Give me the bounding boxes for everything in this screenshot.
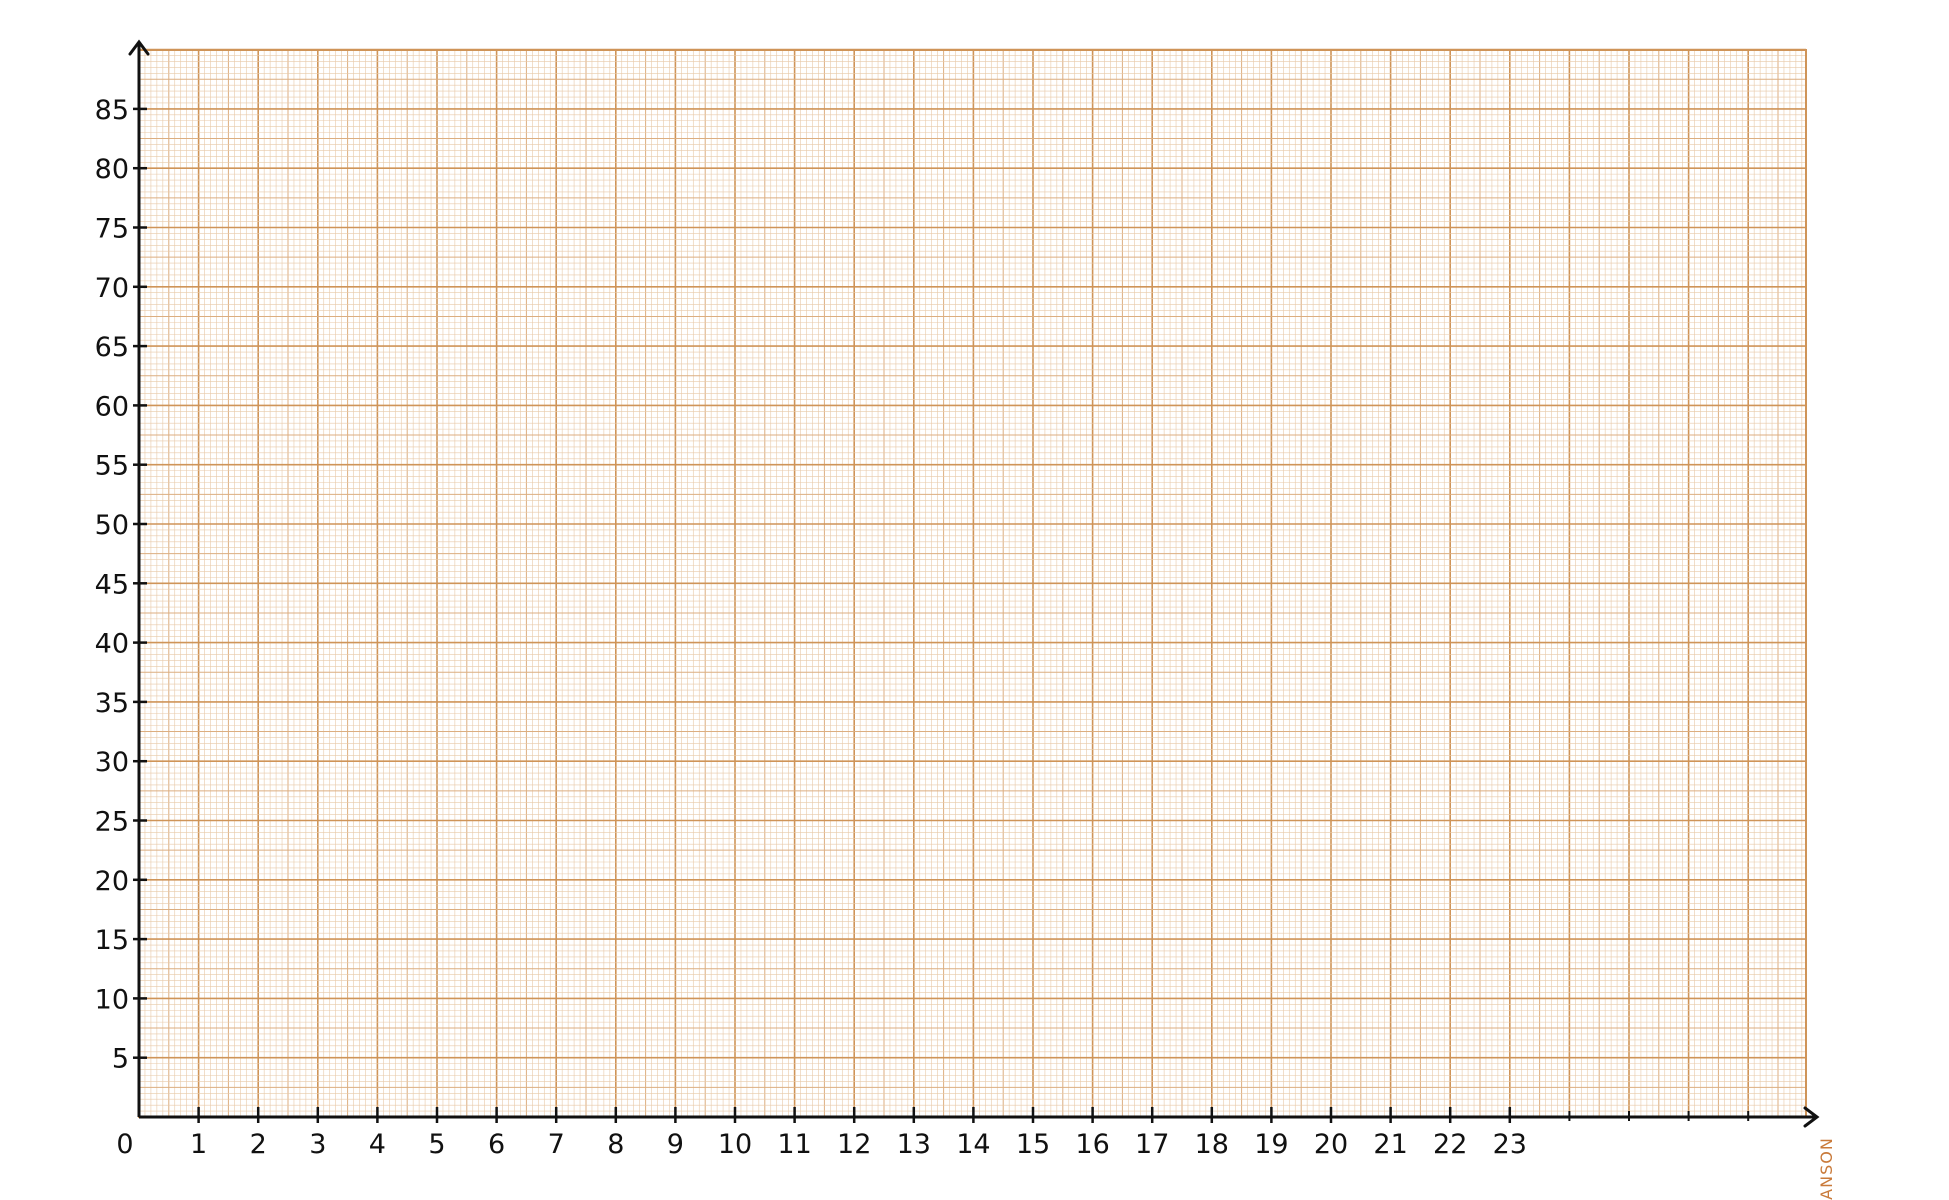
x-tick-label: 20 (1314, 1129, 1348, 1160)
x-tick-label: 9 (667, 1129, 684, 1160)
y-tick-label: 50 (95, 510, 129, 541)
x-tick-label: 0 (116, 1129, 133, 1160)
y-tick-label: 65 (95, 332, 129, 363)
x-tick-label: 22 (1433, 1129, 1467, 1160)
y-tick-label: 75 (95, 214, 129, 245)
y-tick-label: 60 (95, 391, 129, 422)
x-tick-label: 7 (548, 1129, 565, 1160)
x-tick-label: 6 (488, 1129, 505, 1160)
x-tick-label: 14 (956, 1129, 990, 1160)
x-tick-label: 12 (837, 1129, 871, 1160)
x-tick-label: 16 (1075, 1129, 1109, 1160)
y-axis-arrow (128, 39, 150, 56)
x-tick-label: 8 (607, 1129, 624, 1160)
y-tick-label: 85 (95, 95, 129, 126)
x-tick-label: 13 (897, 1129, 931, 1160)
x-axis-ticks: 0 1 2 3 4 5 6 7 8 9 10 11 12 13 14 15 16 17 18 19 20 21 22 23 (116, 1107, 1750, 1160)
y-tick-label: 10 (95, 984, 129, 1015)
y-tick-label: 30 (95, 747, 129, 778)
x-tick-label: 23 (1493, 1129, 1527, 1160)
y-tick-label: 20 (95, 866, 129, 897)
x-tick-label: 2 (250, 1129, 267, 1160)
x-tick-label: 19 (1254, 1129, 1288, 1160)
y-tick-label: 45 (95, 569, 129, 600)
grid (138, 48, 1807, 1118)
x-tick-label: 3 (309, 1129, 326, 1160)
y-tick-label: 15 (95, 925, 129, 956)
x-tick-label: 10 (718, 1129, 752, 1160)
x-tick-label: 5 (428, 1129, 445, 1160)
y-tick-label: 35 (95, 688, 129, 719)
y-tick-label: 55 (95, 451, 129, 482)
x-tick-label: 17 (1135, 1129, 1169, 1160)
brand-logo: CANSON (1817, 1137, 1836, 1200)
y-tick-label: 40 (95, 629, 129, 660)
x-tick-label: 18 (1195, 1129, 1229, 1160)
x-tick-label: 21 (1373, 1129, 1407, 1160)
x-tick-label: 4 (369, 1129, 386, 1160)
axes (128, 39, 1820, 1128)
x-axis-arrow (1803, 1106, 1820, 1128)
y-tick-label: 80 (95, 154, 129, 185)
x-tick-label: 1 (190, 1129, 207, 1160)
y-tick-label: 70 (95, 273, 129, 304)
x-tick-label: 15 (1016, 1129, 1050, 1160)
x-tick-label: 11 (777, 1129, 811, 1160)
y-tick-label: 25 (95, 807, 129, 838)
y-axis-ticks: 5 10 15 20 25 30 35 40 45 50 55 60 65 70 75 80 85 (95, 95, 147, 1075)
y-tick-label: 5 (112, 1044, 129, 1075)
